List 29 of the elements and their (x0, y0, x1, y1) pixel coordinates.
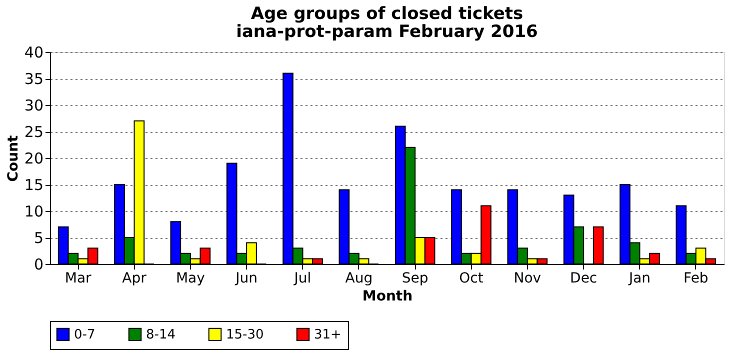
legend-label: 8-14 (146, 327, 176, 342)
legend-label: 15-30 (226, 327, 264, 342)
x-tick-label: Aug (345, 270, 373, 286)
x-tick-label: Feb (684, 270, 708, 286)
legend-label: 31+ (314, 327, 342, 342)
y-tick-label: 20 (24, 150, 44, 168)
x-tick-label: Sep (402, 270, 428, 286)
chart-subtitle: iana-prot-param February 2016 (236, 22, 538, 42)
y-tick-label: 0 (34, 256, 44, 274)
y-tick-label: 10 (24, 202, 44, 220)
x-tick-label: Mar (64, 270, 92, 286)
chart-title: Age groups of closed tickets (250, 4, 524, 24)
x-tick-label: Dec (570, 270, 598, 286)
y-tick-label: 35 (24, 70, 44, 88)
x-tick-label: Oct (459, 270, 484, 286)
x-tick-label: May (176, 270, 205, 286)
y-tick-label: 30 (24, 96, 44, 114)
x-tick-label: Jun (234, 270, 258, 286)
y-tick-label: 15 (24, 176, 44, 194)
x-tick-label: Nov (514, 270, 542, 286)
x-tick-label: Apr (122, 270, 147, 286)
y-tick-label: 5 (34, 229, 44, 247)
x-tick-label: Jan (628, 270, 651, 286)
x-tick-label: Jul (293, 270, 312, 286)
y-tick-label: 25 (24, 123, 44, 141)
legend-label: 0-7 (74, 327, 96, 342)
y-axis-title: Count (5, 134, 22, 182)
x-axis-title: Month (362, 288, 413, 304)
y-tick-label: 40 (24, 44, 44, 62)
